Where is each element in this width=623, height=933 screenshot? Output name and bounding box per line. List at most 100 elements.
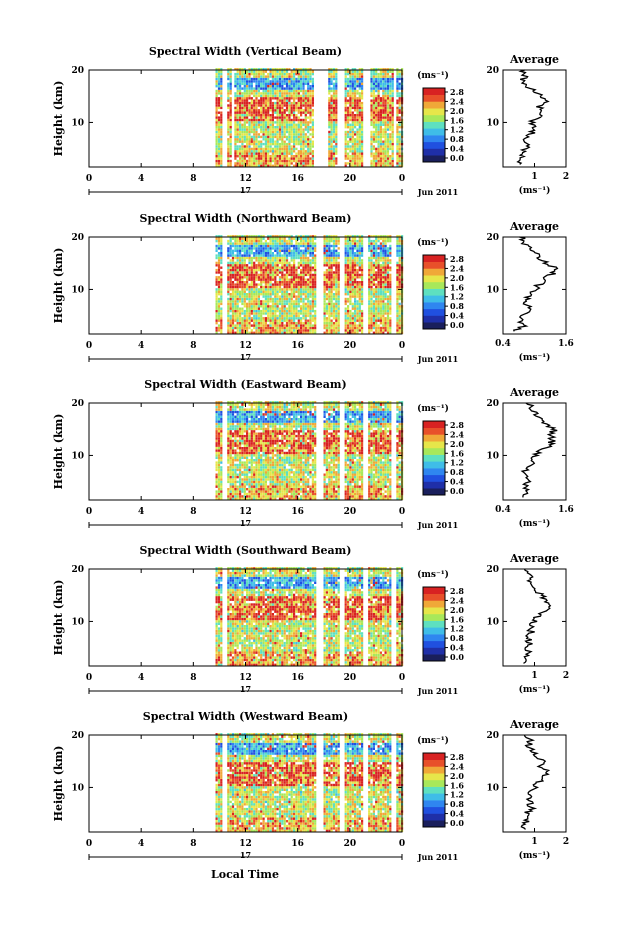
heatmap-cell: [260, 317, 262, 319]
heatmap-cell: [302, 145, 304, 147]
heatmap-cell: [286, 303, 288, 305]
heatmap-cell: [345, 250, 347, 252]
heatmap-cell: [361, 329, 363, 331]
heatmap-cell: [288, 312, 290, 314]
heatmap-cell: [356, 75, 358, 77]
heatmap-cell: [220, 259, 222, 261]
heatmap-cell: [378, 116, 380, 118]
heatmap-cell: [277, 128, 279, 130]
heatmap-cell: [354, 116, 356, 118]
heatmap-cell: [298, 295, 300, 297]
heatmap-cell: [375, 160, 377, 162]
heatmap-cell: [356, 124, 358, 126]
heatmap-cell: [244, 141, 246, 143]
heatmap-cell: [272, 264, 274, 266]
heatmap-cell: [241, 114, 243, 116]
heatmap-cell: [227, 305, 229, 307]
heatmap-cell: [302, 128, 304, 130]
heatmap-cell: [307, 310, 309, 312]
heatmap-cell: [328, 131, 330, 133]
heatmap-cell: [281, 157, 283, 159]
heatmap-cell: [382, 262, 384, 264]
heatmap-cell: [356, 150, 358, 152]
heatmap-cell: [345, 242, 347, 244]
heatmap-cell: [392, 131, 394, 133]
heatmap-cell: [267, 107, 269, 109]
heatmap-cell: [307, 83, 309, 85]
heatmap-cell: [338, 288, 340, 290]
heatmap-cell: [314, 324, 316, 326]
heatmap-cell: [274, 283, 276, 285]
heatmap-cell: [220, 126, 222, 128]
heatmap-cell: [349, 252, 351, 254]
heatmap-cell: [230, 153, 232, 155]
heatmap-cell: [220, 83, 222, 85]
heatmap-cell: [295, 274, 297, 276]
heatmap-cell: [370, 281, 372, 283]
heatmap-cell: [399, 104, 401, 106]
heatmap-cell: [258, 100, 260, 102]
heatmap-cell: [241, 162, 243, 164]
heatmap-cell: [370, 148, 372, 150]
heatmap-cell: [265, 283, 267, 285]
heatmap-cell: [265, 252, 267, 254]
heatmap-cell: [300, 107, 302, 109]
heatmap-cell: [352, 267, 354, 269]
heatmap-cell: [300, 85, 302, 87]
heatmap-cell: [314, 257, 316, 259]
heatmap-cell: [286, 250, 288, 252]
heatmap-cell: [373, 136, 375, 138]
heatmap-cell: [307, 157, 309, 159]
heatmap-cell: [288, 317, 290, 319]
heatmap-cell: [361, 71, 363, 73]
heatmap-cell: [274, 126, 276, 128]
heatmap-cell: [220, 157, 222, 159]
heatmap-cell: [270, 259, 272, 261]
heatmap-cell: [218, 143, 220, 145]
heatmap-cell: [333, 121, 335, 123]
heatmap-cell: [368, 250, 370, 252]
heatmap-cell: [370, 160, 372, 162]
heatmap-cell: [286, 95, 288, 97]
heatmap-cell: [361, 143, 363, 145]
heatmap-cell: [218, 131, 220, 133]
heatmap-cell: [265, 254, 267, 256]
heatmap-cell: [335, 102, 337, 104]
heatmap-cell: [272, 143, 274, 145]
heatmap-cell: [279, 320, 281, 322]
heatmap-cell: [378, 153, 380, 155]
heatmap-cell: [314, 279, 316, 281]
heatmap-cell: [387, 104, 389, 106]
heatmap-cell: [272, 305, 274, 307]
heatmap-cell: [305, 322, 307, 324]
heatmap-cell: [237, 97, 239, 99]
heatmap-cell: [389, 87, 391, 89]
heatmap-cell: [260, 162, 262, 164]
heatmap-cell: [378, 109, 380, 111]
heatmap-cell: [239, 83, 241, 85]
heatmap-cell: [248, 312, 250, 314]
heatmap-cell: [333, 276, 335, 278]
heatmap-cell: [239, 71, 241, 73]
heatmap-cell: [216, 107, 218, 109]
heatmap-cell: [347, 119, 349, 121]
heatmap-cell: [354, 107, 356, 109]
heatmap-cell: [293, 121, 295, 123]
heatmap-cell: [338, 281, 340, 283]
heatmap-cell: [277, 155, 279, 157]
heatmap-cell: [227, 126, 229, 128]
heatmap-cell: [295, 119, 297, 121]
heatmap-cell: [237, 312, 239, 314]
heatmap-cell: [338, 274, 340, 276]
heatmap-cell: [281, 298, 283, 300]
heatmap-cell: [253, 298, 255, 300]
heatmap-cell: [382, 109, 384, 111]
heatmap-cell: [352, 269, 354, 271]
heatmap-cell: [270, 269, 272, 271]
heatmap-cell: [237, 160, 239, 162]
heatmap-cell: [389, 143, 391, 145]
heatmap-cell: [288, 262, 290, 264]
heatmap-cell: [373, 320, 375, 322]
heatmap-cell: [392, 126, 394, 128]
average-title: Average: [509, 53, 559, 66]
